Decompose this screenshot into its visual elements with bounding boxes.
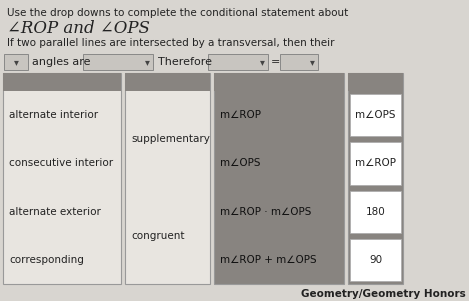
Bar: [125, 73, 210, 91]
Text: ▾: ▾: [310, 57, 314, 67]
Text: supplementary: supplementary: [131, 134, 210, 144]
Bar: [350, 191, 401, 233]
Bar: [214, 73, 344, 284]
Bar: [350, 142, 401, 185]
Text: consecutive interior: consecutive interior: [9, 158, 113, 168]
Text: Therefore: Therefore: [158, 57, 212, 67]
Bar: [83, 54, 153, 70]
Bar: [348, 73, 403, 91]
Text: m∠ROP: m∠ROP: [220, 110, 261, 120]
Text: 180: 180: [366, 206, 386, 217]
Bar: [280, 54, 318, 70]
Text: ▾: ▾: [259, 57, 265, 67]
Text: m∠OPS: m∠OPS: [355, 110, 396, 120]
Text: m∠OPS: m∠OPS: [220, 158, 260, 168]
Text: angles are: angles are: [32, 57, 91, 67]
Text: corresponding: corresponding: [9, 255, 84, 265]
Bar: [125, 73, 210, 284]
Bar: [208, 54, 268, 70]
Bar: [3, 73, 121, 284]
Text: m∠ROP · m∠OPS: m∠ROP · m∠OPS: [220, 206, 311, 217]
Text: Geometry/Geometry Honors: Geometry/Geometry Honors: [301, 289, 466, 299]
Text: congruent: congruent: [131, 231, 184, 241]
Text: ▾: ▾: [14, 57, 18, 67]
Bar: [3, 73, 121, 91]
Bar: [350, 239, 401, 281]
Text: alternate exterior: alternate exterior: [9, 206, 101, 217]
Text: 90: 90: [369, 255, 382, 265]
Text: ▾: ▾: [144, 57, 150, 67]
Bar: [350, 94, 401, 136]
Bar: [214, 73, 344, 91]
Text: Use the drop downs to complete the conditional statement about: Use the drop downs to complete the condi…: [7, 8, 348, 18]
Text: m∠ROP: m∠ROP: [355, 158, 396, 168]
Text: If two parallel lines are intersected by a transversal, then their: If two parallel lines are intersected by…: [7, 38, 334, 48]
Bar: [4, 54, 28, 70]
Bar: [348, 73, 403, 284]
Text: m∠ROP + m∠OPS: m∠ROP + m∠OPS: [220, 255, 317, 265]
Text: =: =: [271, 57, 280, 67]
Text: ∠ROP and ∠OPS: ∠ROP and ∠OPS: [7, 20, 150, 37]
Text: alternate interior: alternate interior: [9, 110, 98, 120]
